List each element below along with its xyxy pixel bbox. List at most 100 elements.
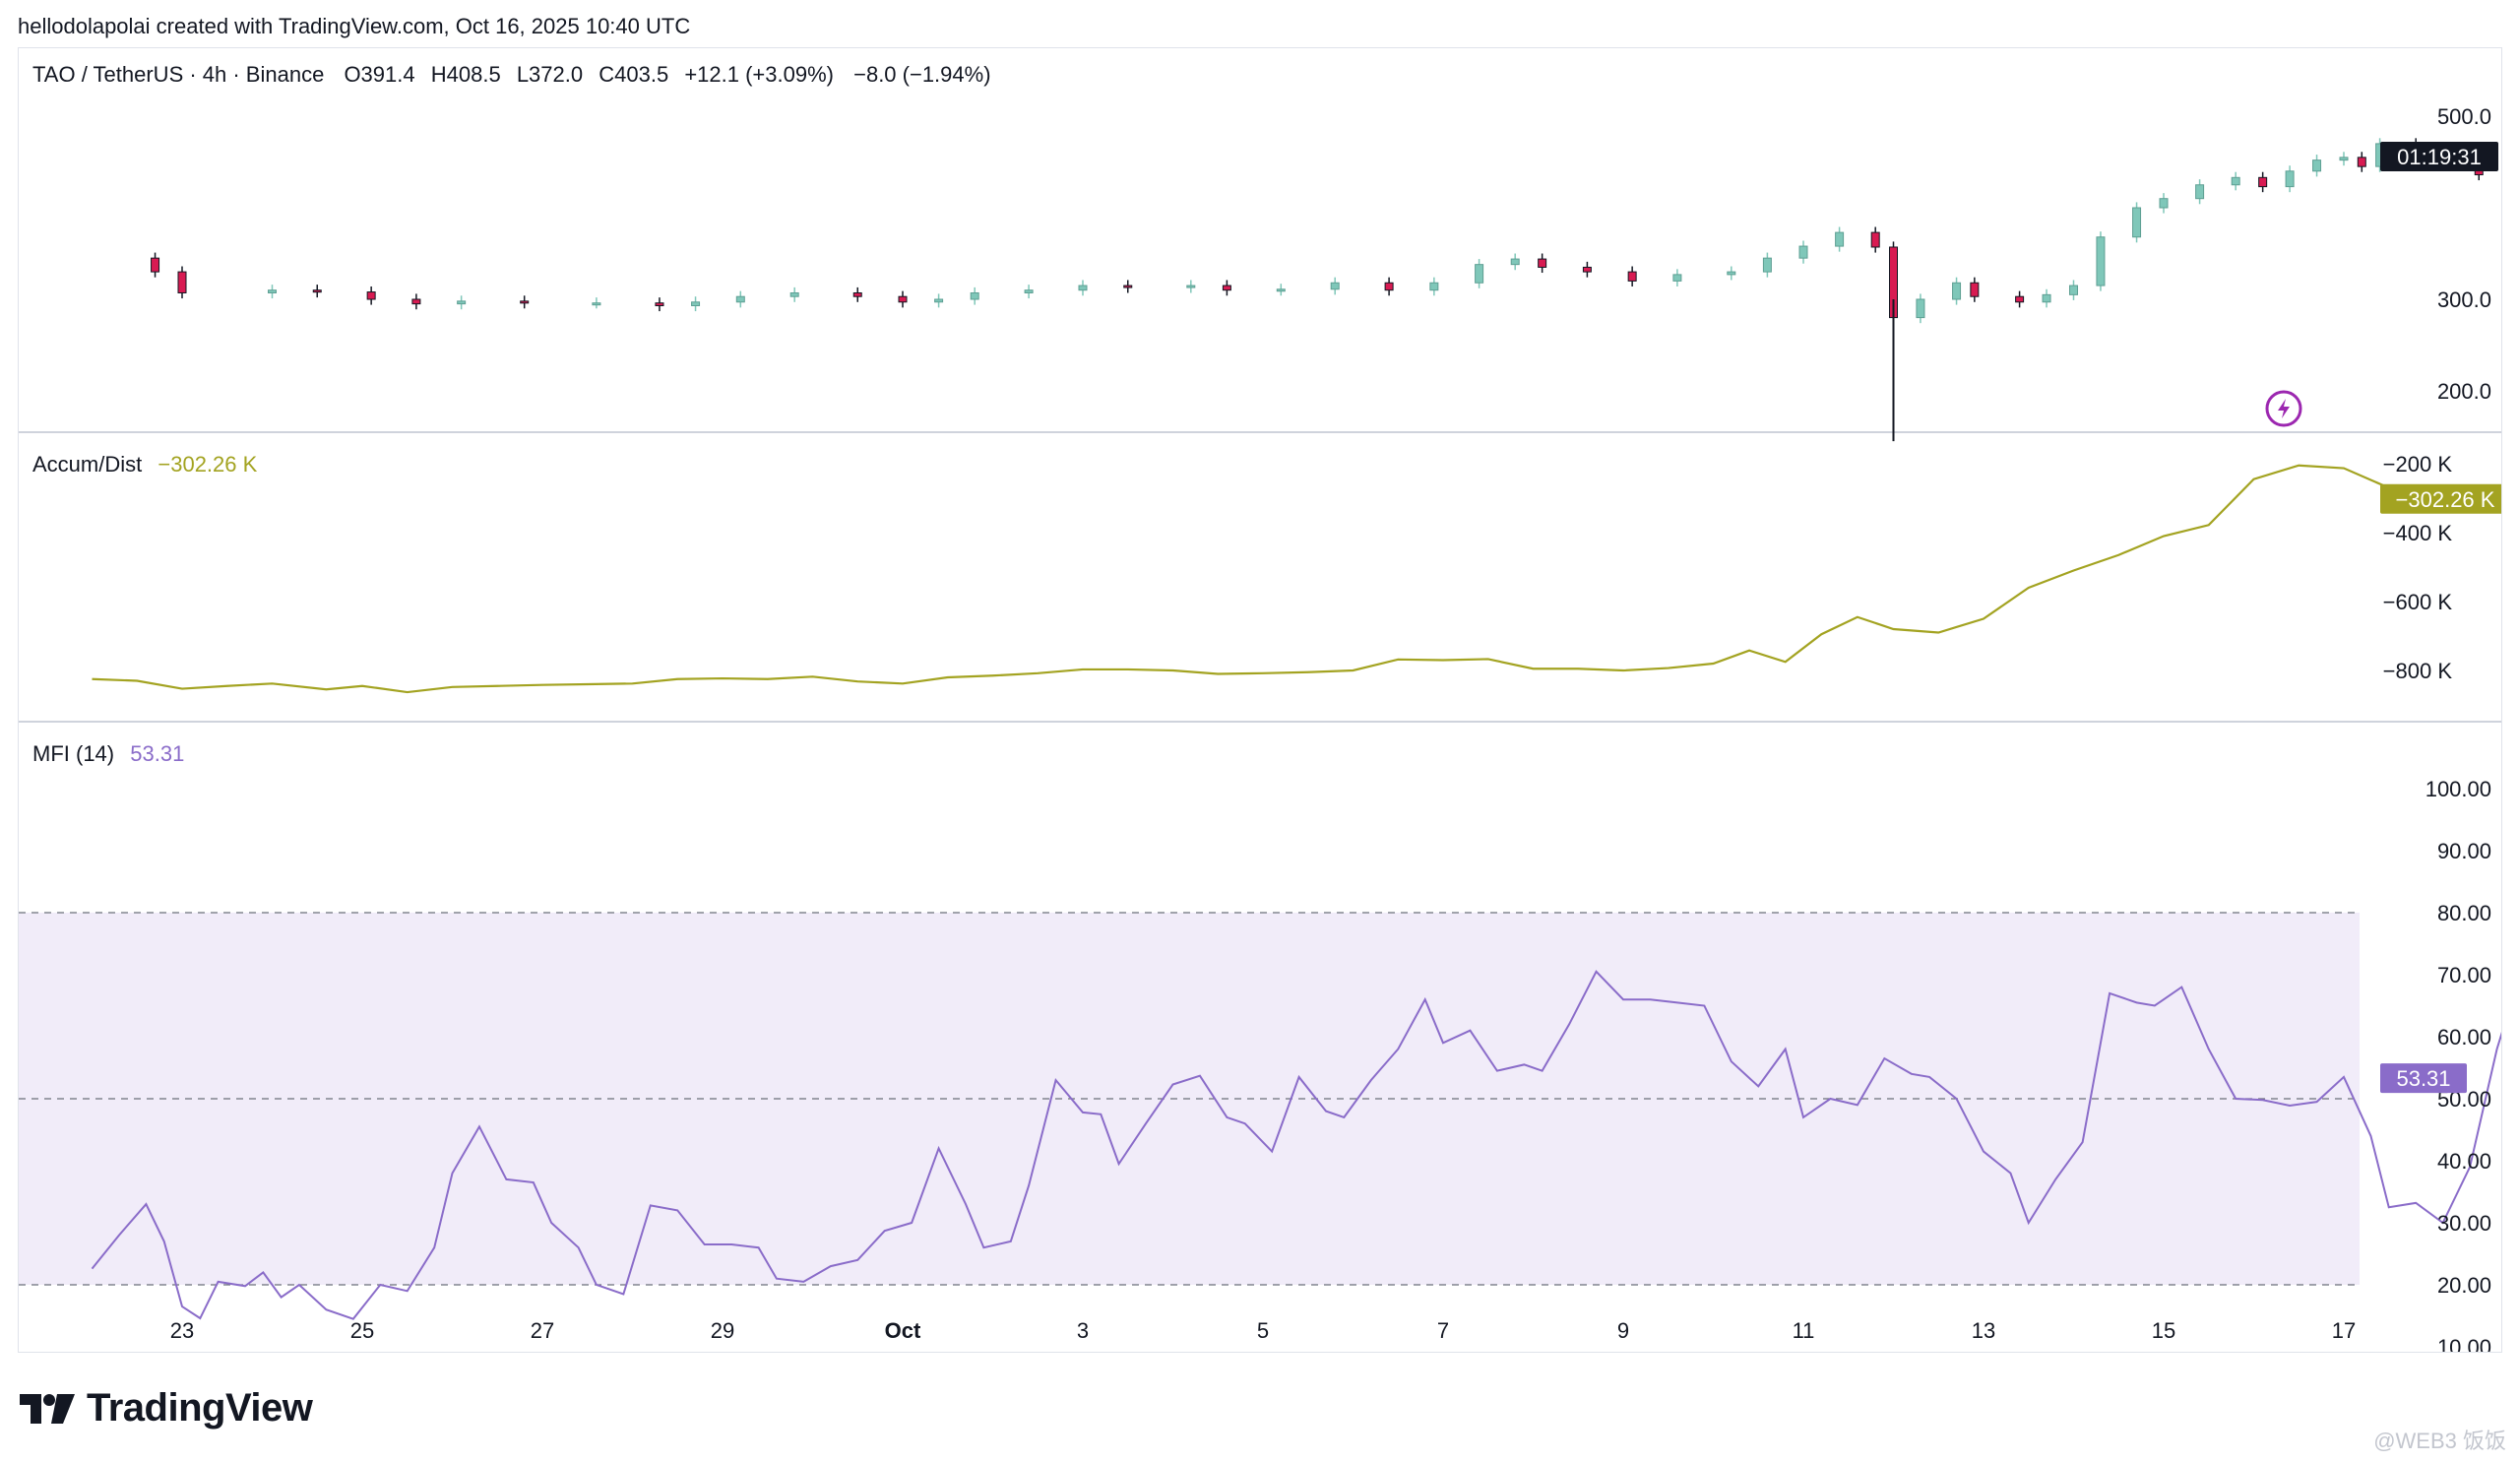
mfi-value: 53.31 bbox=[130, 741, 184, 766]
candle-body bbox=[2069, 285, 2078, 295]
candle-body bbox=[366, 291, 376, 300]
mfi-levels bbox=[19, 912, 2360, 1286]
axes: 500.0 300.0 200.0 −200 K −400 K −600 K −800 K 1… bbox=[170, 104, 2510, 1360]
candle-body bbox=[1672, 274, 1682, 282]
x-tick: 15 bbox=[2152, 1318, 2175, 1343]
candle-body bbox=[1186, 285, 1196, 288]
candle-body bbox=[177, 271, 187, 293]
candle-body bbox=[852, 291, 862, 297]
candle-body bbox=[1538, 258, 1547, 268]
mfi-y-tick: 30.00 bbox=[2437, 1211, 2491, 1236]
candle-body bbox=[1835, 231, 1845, 247]
chart-frame: TAO / TetherUS · 4h · Binance O391.4 H40… bbox=[18, 47, 2520, 1360]
candle-body bbox=[1078, 285, 1088, 291]
countdown-badge: 01:19:31 bbox=[2397, 145, 2482, 169]
candle-body bbox=[592, 302, 601, 306]
mfi-value-badge: 53.31 bbox=[2396, 1066, 2450, 1091]
tv-logo-text: TradingView bbox=[87, 1386, 313, 1430]
symbol-legend[interactable]: TAO / TetherUS · 4h · Binance O391.4 H40… bbox=[32, 62, 991, 87]
candle-body bbox=[2015, 295, 2025, 303]
candle-body bbox=[312, 289, 322, 293]
mfi-y-tick: 40.00 bbox=[2437, 1149, 2491, 1174]
mfi-series bbox=[91, 970, 2520, 1320]
mfi-y-tick: 80.00 bbox=[2437, 901, 2491, 925]
candle-body bbox=[1475, 264, 1484, 284]
change-value-2: −8.0 (−1.94%) bbox=[853, 62, 990, 87]
candle-body bbox=[970, 291, 979, 300]
candle-body bbox=[1384, 282, 1394, 291]
candle-body bbox=[457, 300, 467, 305]
mfi-value-badge-bg bbox=[2380, 1063, 2467, 1094]
price-y-tick: 200.0 bbox=[2437, 379, 2491, 404]
ad-series bbox=[92, 464, 2434, 694]
mfi-y-tick: 10.00 bbox=[2437, 1335, 2491, 1352]
candle-body bbox=[1727, 271, 1736, 276]
tradingview-logo[interactable]: TradingView bbox=[20, 1386, 313, 1431]
ad-legend[interactable]: Accum/Dist −302.26 K bbox=[32, 452, 258, 477]
x-tick: 29 bbox=[711, 1318, 734, 1343]
ad-y-tick: −200 K bbox=[2383, 452, 2453, 477]
candle-body bbox=[898, 295, 908, 303]
candle-body bbox=[1330, 282, 1340, 290]
candle-body bbox=[2258, 176, 2268, 188]
x-tick: 11 bbox=[1793, 1318, 1815, 1343]
x-tick: 27 bbox=[531, 1318, 554, 1343]
candle-body bbox=[2231, 176, 2240, 186]
x-tick: 3 bbox=[1077, 1318, 1089, 1343]
candle-body bbox=[1123, 285, 1133, 288]
mfi-line bbox=[91, 970, 2520, 1320]
candle-body bbox=[2285, 170, 2295, 188]
candle-body bbox=[2312, 159, 2322, 172]
candle-body bbox=[691, 301, 701, 307]
x-tick: 9 bbox=[1617, 1318, 1629, 1343]
candle-body bbox=[2195, 184, 2205, 200]
candle-body bbox=[520, 300, 530, 304]
candle-body bbox=[1276, 288, 1286, 292]
candle-body bbox=[2096, 236, 2106, 286]
mfi-label: MFI (14) bbox=[32, 741, 114, 766]
x-tick: 17 bbox=[2332, 1318, 2356, 1343]
symbol-text: TAO / TetherUS · 4h · Binance bbox=[32, 62, 324, 87]
candle-body bbox=[735, 295, 745, 303]
mfi-y-tick: 20.00 bbox=[2437, 1273, 2491, 1298]
mfi-y-tick: 100.00 bbox=[2426, 777, 2491, 801]
candle-body bbox=[2132, 207, 2142, 238]
ad-value: −302.26 K bbox=[158, 452, 257, 477]
tv-logo-icon bbox=[20, 1393, 75, 1424]
candle-body bbox=[655, 302, 664, 307]
ohlc-high: H408.5 bbox=[431, 62, 501, 87]
candle-body bbox=[1510, 258, 1520, 266]
candle-body bbox=[151, 257, 160, 273]
ad-y-tick: −800 K bbox=[2383, 659, 2453, 683]
countdown-badge-bg bbox=[2380, 142, 2498, 171]
candle-body bbox=[1582, 266, 1592, 273]
x-tick: 5 bbox=[1257, 1318, 1269, 1343]
x-tick: 7 bbox=[1437, 1318, 1449, 1343]
candle-body bbox=[1870, 231, 1880, 248]
mfi-y-tick: 90.00 bbox=[2437, 839, 2491, 863]
chart-svg[interactable]: TAO / TetherUS · 4h · Binance O391.4 H40… bbox=[19, 48, 2520, 1360]
price-series bbox=[151, 138, 2520, 442]
mfi-y-tick: 70.00 bbox=[2437, 963, 2491, 987]
mfi-y-tick: 60.00 bbox=[2437, 1025, 2491, 1050]
candle-body bbox=[1798, 245, 1808, 259]
price-y-tick: 500.0 bbox=[2437, 104, 2491, 129]
chart-attribution: hellodolapolai created with TradingView.… bbox=[18, 14, 691, 38]
candle-body bbox=[1222, 285, 1231, 291]
ad-value-badge: −302.26 K bbox=[2396, 487, 2495, 512]
candle-body bbox=[1762, 257, 1772, 273]
ad-y-tick: −400 K bbox=[2383, 521, 2453, 545]
ohlc-low: L372.0 bbox=[517, 62, 583, 87]
ad-label: Accum/Dist bbox=[32, 452, 142, 477]
watermark-text: @WEB3 饭饭 bbox=[2373, 1429, 2506, 1453]
candle-body bbox=[1952, 282, 1962, 300]
candle-body bbox=[1627, 271, 1637, 282]
lightning-icon[interactable] bbox=[2265, 390, 2302, 427]
ohlc-close: C403.5 bbox=[598, 62, 668, 87]
mfi-legend[interactable]: MFI (14) 53.31 bbox=[32, 741, 184, 766]
candle-body bbox=[2159, 198, 2169, 209]
candle-body bbox=[268, 289, 277, 293]
candle-body bbox=[2339, 157, 2349, 161]
candle-body bbox=[1916, 298, 1925, 319]
price-y-tick: 300.0 bbox=[2437, 287, 2491, 312]
